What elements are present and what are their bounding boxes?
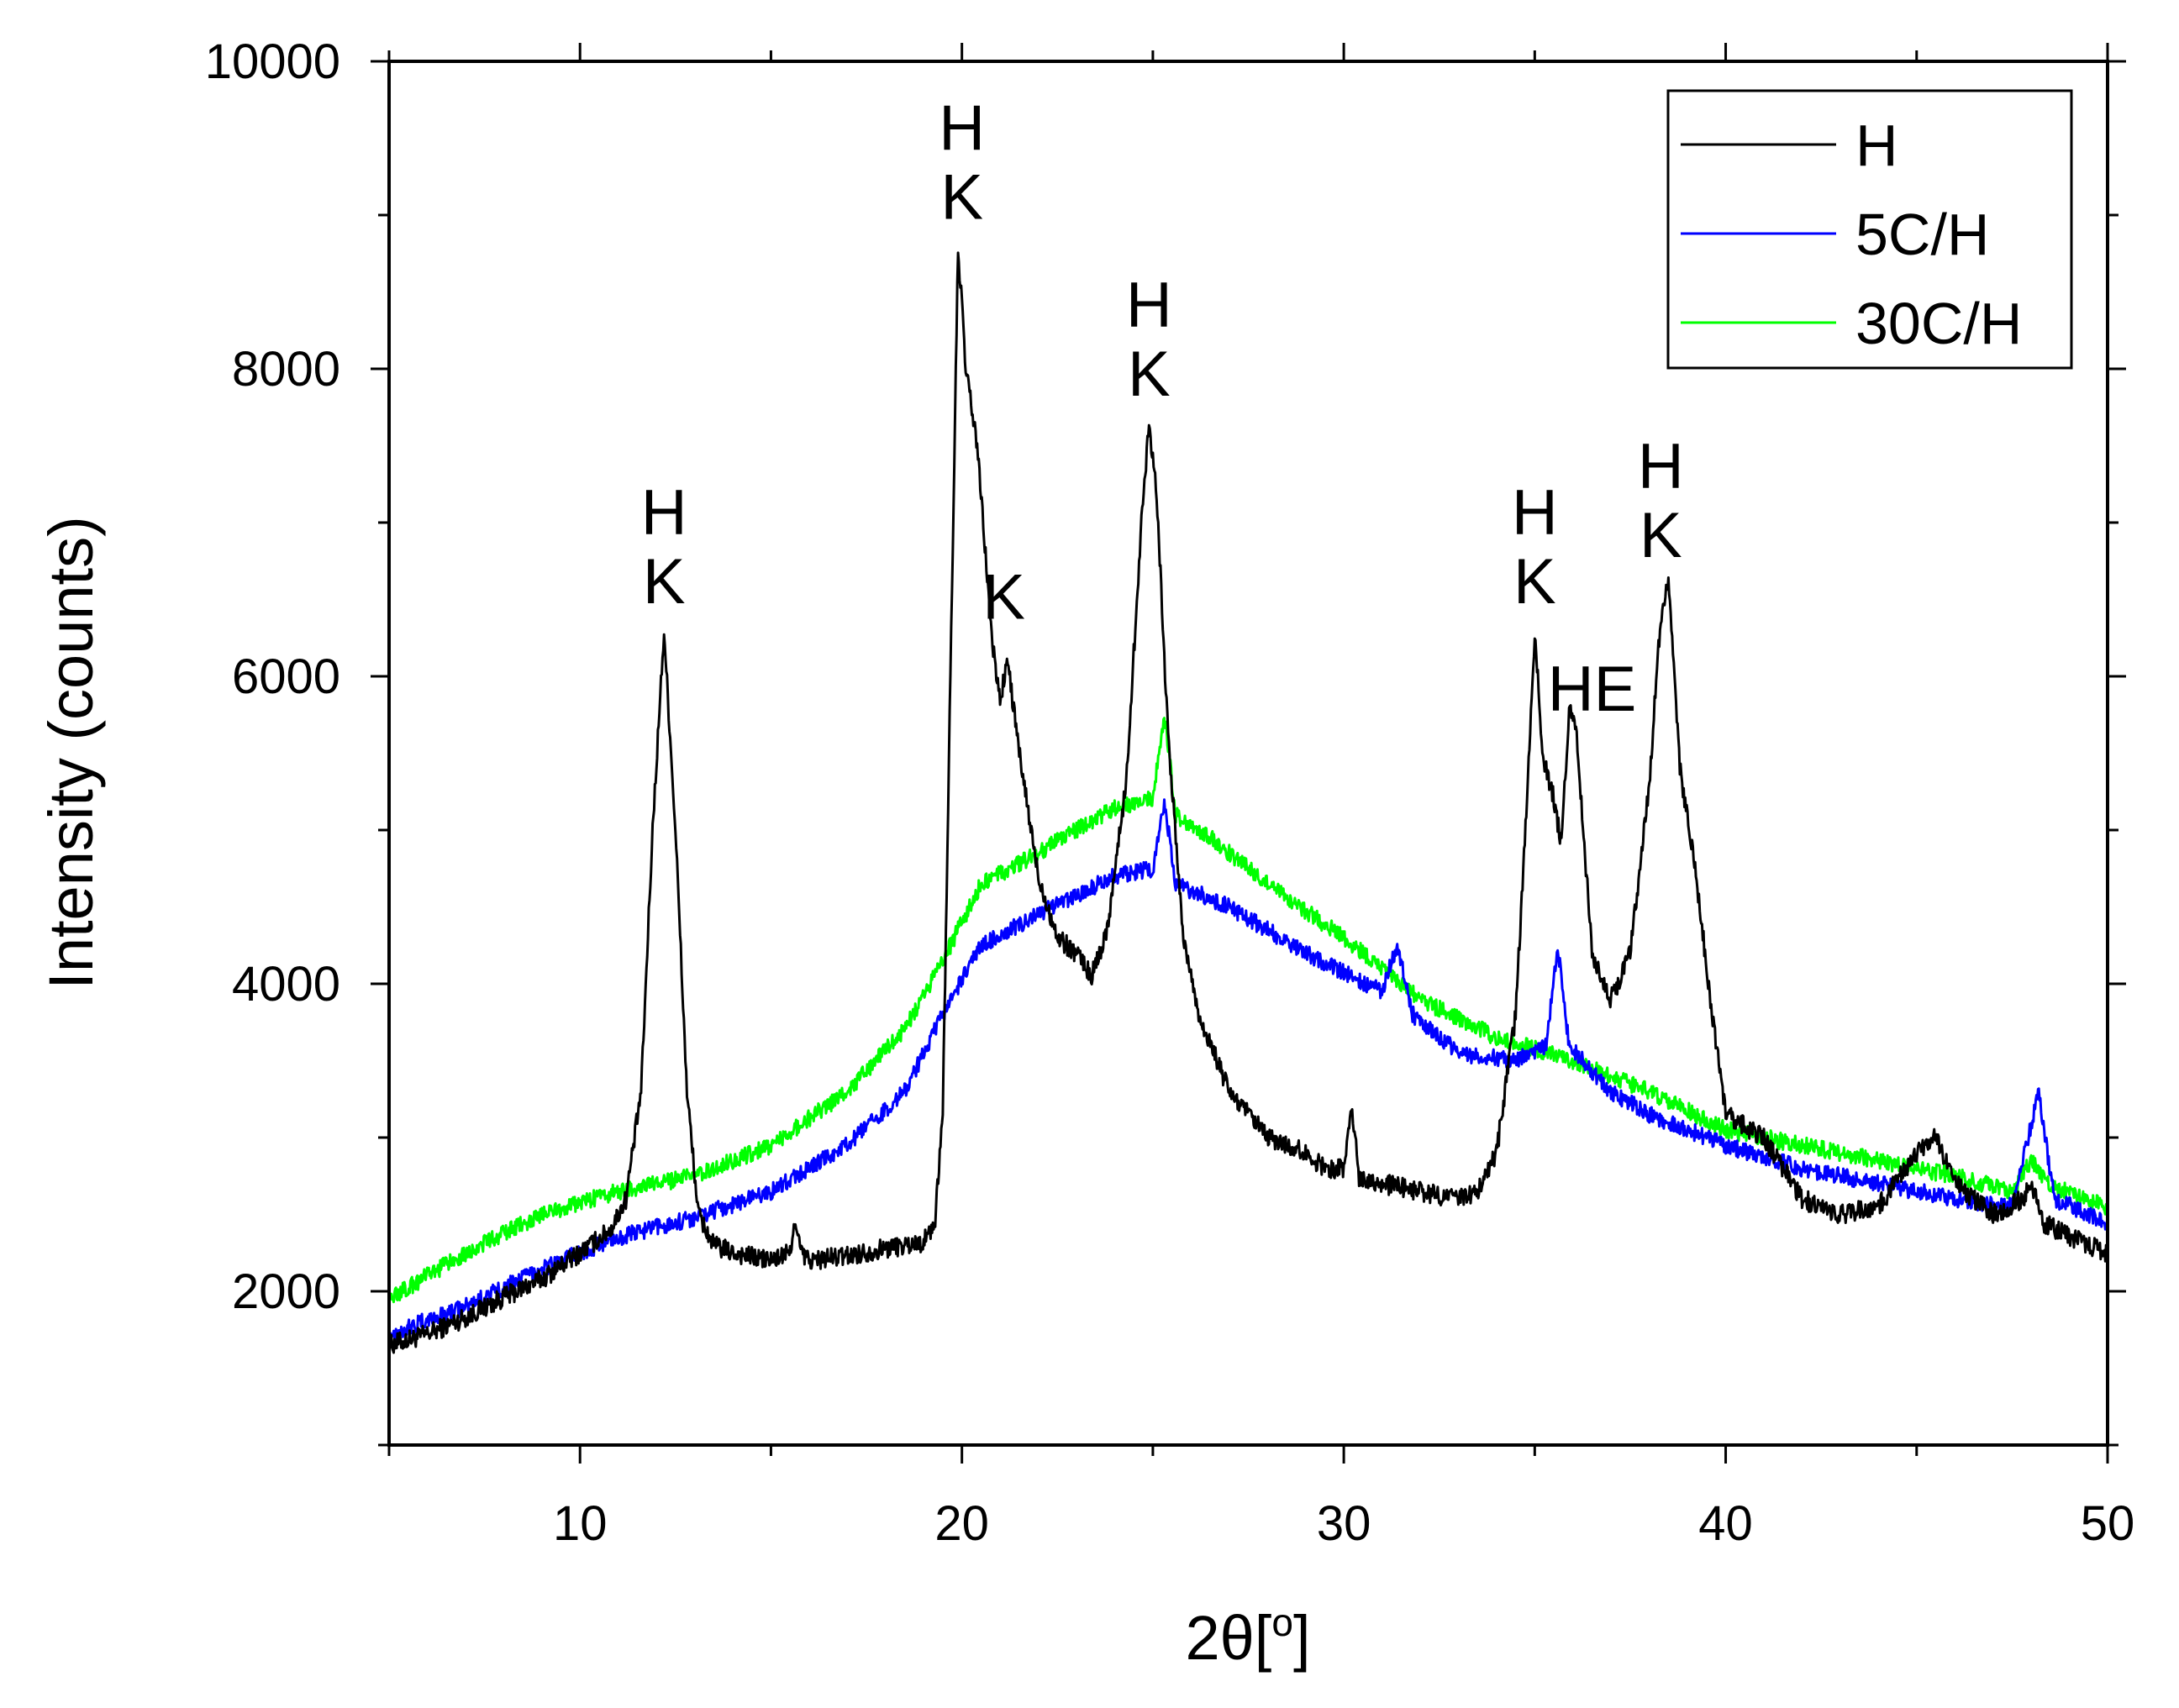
y-tick-label-4000: 4000 <box>232 957 340 1012</box>
x-axis-title: 2θ[o] <box>1185 1600 1310 1673</box>
peak-label-4-1: K <box>1513 546 1556 618</box>
series-line-H <box>387 251 2109 1355</box>
x-tick-label-10: 10 <box>553 1496 608 1551</box>
x-tick-label-50: 50 <box>2081 1496 2135 1551</box>
x-axis-title-close: ] <box>1293 1603 1311 1673</box>
axis-layer: 10 20 30 40 50 2000 4000 6000 8000 10000 <box>205 34 2135 1551</box>
peak-label-3-1: K <box>1128 339 1171 410</box>
peak-label-2-0: K <box>982 561 1025 633</box>
peak-label-6-0: H <box>1638 431 1684 502</box>
y-tick-label-8000: 8000 <box>232 342 340 397</box>
x-axis-title-main: 2θ <box>1185 1603 1254 1673</box>
peak-label-1-1: K <box>940 162 983 234</box>
legend-label-H: H <box>1855 113 1898 178</box>
y-axis-title: Intensity (counts) <box>36 516 106 989</box>
y-tick-label-10000: 10000 <box>205 34 340 89</box>
peak-label-0-0: H <box>641 477 687 549</box>
x-tick-label-20: 20 <box>934 1496 989 1551</box>
x-tick-label-30: 30 <box>1317 1496 1371 1551</box>
peak-label-0-1: K <box>643 546 686 618</box>
plot-frame <box>387 60 2109 1447</box>
peak-label-3-0: H <box>1126 270 1172 341</box>
x-axis-title-open: [ <box>1255 1603 1272 1673</box>
legend: H 5C/H 30C/H <box>1666 89 2073 370</box>
peak-label-4-0: H <box>1512 477 1558 549</box>
x-axis-title-sup: o <box>1271 1600 1293 1644</box>
legend-items: H 5C/H 30C/H <box>1681 113 2022 356</box>
series-line-30C/H <box>387 717 2109 1307</box>
y-tick-label-6000: 6000 <box>232 649 340 704</box>
series-line-5C/H <box>387 798 2109 1343</box>
y-tick-label-2000: 2000 <box>232 1264 340 1319</box>
legend-label-5C/H: 5C/H <box>1855 202 1989 267</box>
peak-label-5-0: HE <box>1548 654 1637 725</box>
series-layer <box>387 251 2109 1355</box>
peak-label-1-0: H <box>939 93 985 165</box>
legend-label-30C/H: 30C/H <box>1855 291 2022 356</box>
peak-label-6-1: K <box>1640 500 1682 571</box>
x-tick-label-40: 40 <box>1698 1496 1753 1551</box>
